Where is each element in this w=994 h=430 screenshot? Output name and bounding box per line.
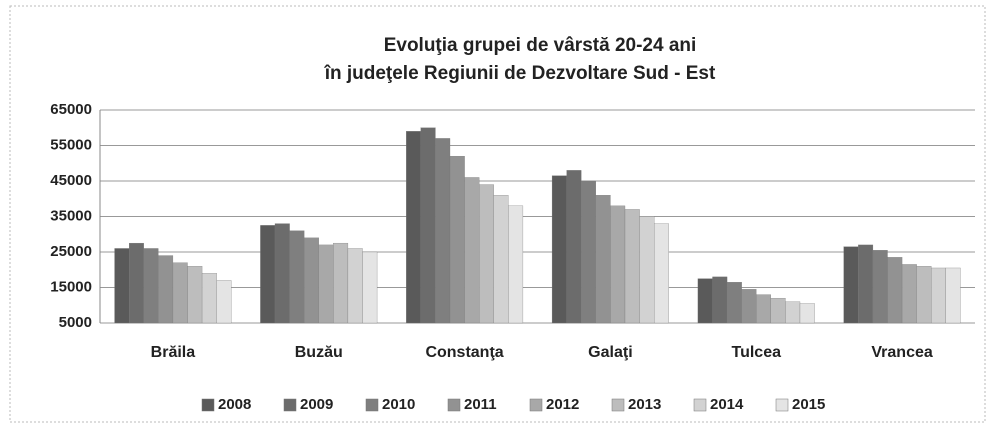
bar [493, 195, 509, 324]
legend-label: 2011 [464, 396, 497, 413]
bar [916, 266, 932, 324]
bar [274, 223, 290, 324]
x-tick-label: Galaţi [588, 344, 632, 361]
y-tick-label: 55000 [50, 136, 92, 153]
bar [260, 225, 276, 324]
bar [639, 216, 655, 324]
bar [114, 248, 130, 324]
bar [129, 242, 144, 324]
x-tick-label: Buzău [295, 344, 343, 361]
bar [843, 246, 859, 324]
bar [201, 273, 217, 324]
bar [551, 175, 567, 324]
bar [508, 205, 524, 324]
chart-title: Evoluţia grupei de vârstă 20-24 ani [384, 35, 697, 56]
bar [712, 276, 728, 324]
bar [887, 257, 903, 324]
bar [931, 267, 946, 324]
bar [187, 266, 203, 324]
bar [872, 250, 888, 324]
bar [304, 237, 319, 324]
legend-swatch [447, 398, 461, 412]
bar [741, 289, 757, 324]
bar [158, 255, 174, 324]
legend-swatch [693, 398, 707, 412]
bar [756, 294, 771, 324]
y-tick-label: 65000 [50, 101, 92, 118]
y-tick-label: 35000 [50, 207, 92, 224]
bar [333, 242, 349, 324]
bar [289, 230, 305, 324]
bar [362, 251, 378, 324]
y-tick-label: 15000 [50, 278, 92, 295]
bar [858, 244, 874, 324]
x-tick-label: Constanţa [425, 344, 503, 361]
legend-label: 2008 [218, 396, 251, 413]
legend-label: 2009 [300, 396, 333, 413]
x-tick-label: Vrancea [871, 344, 932, 361]
legend-swatch [529, 398, 543, 412]
legend-swatch [365, 398, 379, 412]
bar [318, 244, 334, 324]
legend-swatch [283, 398, 297, 412]
bar [785, 301, 801, 324]
legend-label: 2010 [382, 396, 415, 413]
bar [216, 280, 232, 324]
bar [595, 195, 611, 324]
bar [406, 131, 421, 324]
bar [799, 303, 815, 324]
legend-swatch [775, 398, 789, 412]
bar [449, 155, 465, 324]
bar [624, 209, 640, 324]
legend-label: 2012 [546, 396, 579, 413]
x-tick-label: Brăila [151, 344, 196, 361]
bar [172, 262, 188, 324]
chart-subtitle: în judeţele Regiunii de Dezvoltare Sud -… [324, 63, 716, 84]
bar [464, 177, 480, 324]
legend-swatch [201, 398, 215, 412]
bar [566, 170, 582, 324]
bar [726, 282, 742, 324]
bar [435, 138, 451, 324]
bar [945, 267, 961, 324]
bar [654, 223, 669, 324]
y-tick-label: 45000 [50, 172, 92, 189]
bar [610, 205, 626, 324]
bar [697, 278, 713, 324]
bar [420, 127, 436, 324]
y-tick-label: 25000 [50, 243, 92, 260]
x-tick-label: Tulcea [732, 344, 782, 361]
legend-label: 2014 [710, 396, 744, 413]
bar [901, 264, 917, 324]
bar [581, 180, 596, 324]
bar [479, 184, 494, 324]
legend-label: 2015 [792, 396, 825, 413]
legend-label: 2013 [628, 396, 661, 413]
y-tick-label: 5000 [59, 314, 92, 331]
bar [347, 248, 363, 324]
legend-swatch [611, 398, 625, 412]
bar [770, 297, 786, 324]
bar [143, 248, 159, 324]
